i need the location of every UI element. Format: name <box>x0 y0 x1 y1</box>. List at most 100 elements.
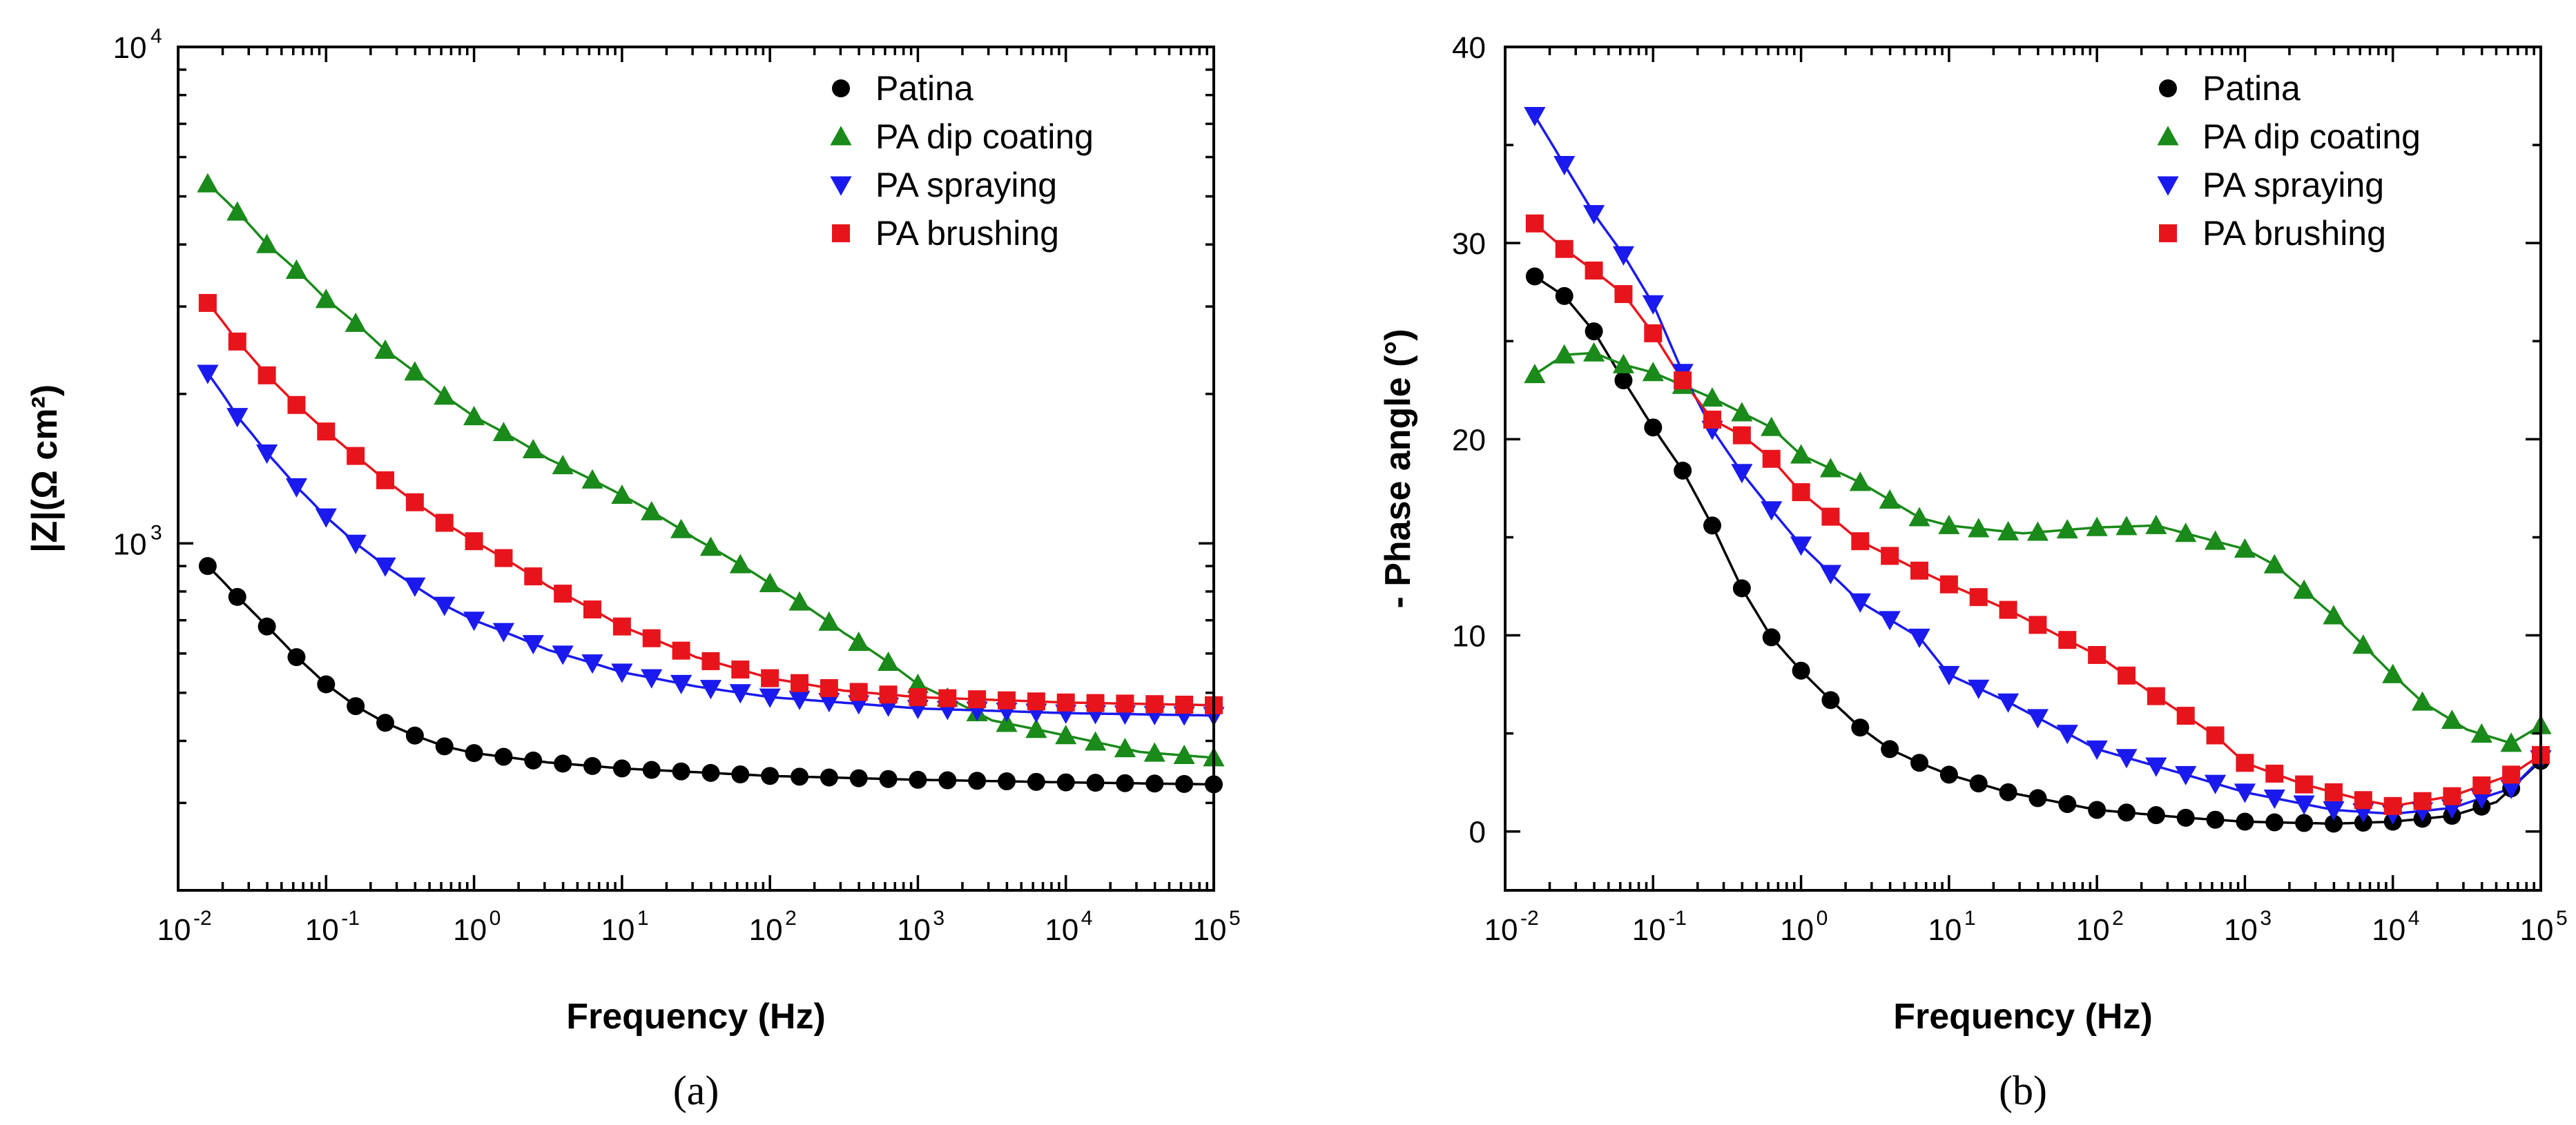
panel-b-data-point <box>2472 776 2491 794</box>
panel-a-x-axis-title: Frequency (Hz) <box>566 997 826 1037</box>
panel-a-data-point <box>435 513 454 532</box>
panel-a-data-point <box>1056 773 1075 792</box>
panel-a-data-point <box>818 693 840 713</box>
x-tick-exponent: -1 <box>341 907 360 930</box>
panel-b-data-point <box>2470 789 2492 810</box>
panel-a-data-point <box>791 767 808 786</box>
panel-b-data-point <box>2058 794 2077 813</box>
panel-a-data-point <box>731 765 750 784</box>
panel-b-data-point <box>2354 813 2372 832</box>
panel-b-data-point <box>2086 740 2108 760</box>
panel-a-data-point <box>405 493 424 511</box>
panel-b-data-point <box>1821 507 1840 526</box>
panel-b-data-point <box>2234 783 2256 803</box>
x-tick-label: 10 <box>2520 913 2554 947</box>
panel-b-data-point <box>2118 666 2136 685</box>
panel-a-data-point <box>492 623 515 643</box>
x-tick-exponent: 1 <box>1964 907 1976 930</box>
panel-a-data-point <box>731 661 750 679</box>
panel-b-y-axis-title: - Phase angle (°) <box>1378 329 1418 608</box>
panel-a-data-point <box>524 567 543 586</box>
y-tick-label: 10 <box>1452 620 1486 654</box>
panel-a-markers <box>197 173 1225 794</box>
panel-a-data-point <box>1084 731 1107 751</box>
x-tick-exponent: 3 <box>933 907 945 930</box>
panel-b-data-point <box>2206 810 2225 829</box>
panel-b-data-point <box>2325 783 2343 801</box>
x-tick-exponent: 5 <box>2556 907 2568 930</box>
panel-a-data-point <box>642 761 661 779</box>
panel-b-legend-label: PA dip coating <box>2202 117 2421 156</box>
y-tick-exponent: 4 <box>151 25 162 48</box>
panel-b-legend: Patina PA dip coating PA spraying PA brushi… <box>2157 69 2421 253</box>
panel-a-data-point <box>287 648 306 667</box>
panel-a-data-point <box>198 293 217 312</box>
panel-b-plot-area <box>1524 106 2552 833</box>
panel-a-legend-marker <box>832 224 850 242</box>
panel-a-data-point <box>938 771 957 790</box>
panel-b-data-point <box>1908 507 1930 527</box>
panel-a-data-point <box>701 652 720 670</box>
panel-a-data-point <box>1086 694 1105 712</box>
panel-a-data-point <box>820 768 838 787</box>
panel-a-caption: (a) <box>673 1068 719 1113</box>
panel-a-data-point <box>376 714 394 732</box>
panel-a-data-point <box>285 259 308 279</box>
x-tick-exponent: 5 <box>1229 907 1241 930</box>
panel-b-data-point <box>2028 616 2047 634</box>
panel-a-data-point <box>1116 774 1134 792</box>
panel-a-data-point <box>761 767 779 785</box>
x-tick-label: 10 <box>2372 913 2405 947</box>
x-tick-label: 10 <box>1193 913 1227 947</box>
panel-b-data-point <box>2263 554 2285 574</box>
panel-b-data-point <box>2176 707 2195 725</box>
panel-a-data-point <box>1086 774 1105 792</box>
x-tick-exponent: -1 <box>1668 907 1687 930</box>
panel-a-legend-marker <box>830 126 852 146</box>
panel-a-data-point <box>998 691 1016 710</box>
panel-b-data-point <box>2500 732 2522 752</box>
panel-a-data-point <box>729 684 751 704</box>
panel-a-data-point <box>998 772 1016 791</box>
panel-a-data-point <box>376 471 394 489</box>
panel-b-data-point <box>2354 791 2372 810</box>
panel-a-data-point <box>347 697 365 716</box>
panel-a-data-point <box>1145 774 1164 793</box>
panel-a-data-point <box>228 332 246 351</box>
panel-a-data-point <box>258 366 276 384</box>
panel-b-data-point <box>2236 754 2254 772</box>
panel-b-data-point <box>2441 710 2463 730</box>
x-tick-label: 10 <box>305 913 339 947</box>
panel-a-data-point <box>524 751 543 770</box>
panel-a-data-point <box>788 690 811 710</box>
panel-b-data-point <box>1997 693 2020 713</box>
panel-b-data-point <box>1819 565 1842 585</box>
panel-a-data-point <box>699 536 722 556</box>
panel-b-data-point <box>2443 787 2461 805</box>
panel-a-ticks: 10 -2 10 -1 10 0 10 1 10 2 10 3 10 4 10 510 310 4 <box>113 25 1241 947</box>
x-tick-label: 10 <box>1484 913 1518 947</box>
panel-a-fit-line-1 <box>206 183 1214 759</box>
panel-b-data-point <box>2175 765 2197 785</box>
panel-b-data-point <box>1881 547 1899 565</box>
panel-a-legend: Patina PA dip coating PA spraying PA brushi… <box>830 69 1094 253</box>
panel-a-data-point <box>611 484 633 505</box>
panel-b-data-point <box>2086 516 2108 536</box>
panel-a-data-point <box>672 762 690 781</box>
panel-a-data-point <box>1027 772 1045 791</box>
panel-a-data-point <box>581 469 603 489</box>
panel-a-data-point <box>1175 695 1194 714</box>
x-tick-label: 10 <box>1045 913 1078 947</box>
panel-b-data-point <box>1999 783 2017 801</box>
panel-a-data-point <box>1055 725 1077 745</box>
panel-b-data-point <box>2265 764 2284 783</box>
panel-b-data-point <box>1761 416 1783 436</box>
panel-a-data-point <box>879 770 898 788</box>
panel-a-data-point <box>581 654 603 674</box>
panel-a-data-point <box>1056 693 1075 712</box>
panel-a-data-point <box>849 683 868 701</box>
panel-b-legend-marker <box>2159 79 2177 97</box>
panel-a-data-point <box>909 688 927 707</box>
x-tick-exponent: -2 <box>1520 907 1539 930</box>
